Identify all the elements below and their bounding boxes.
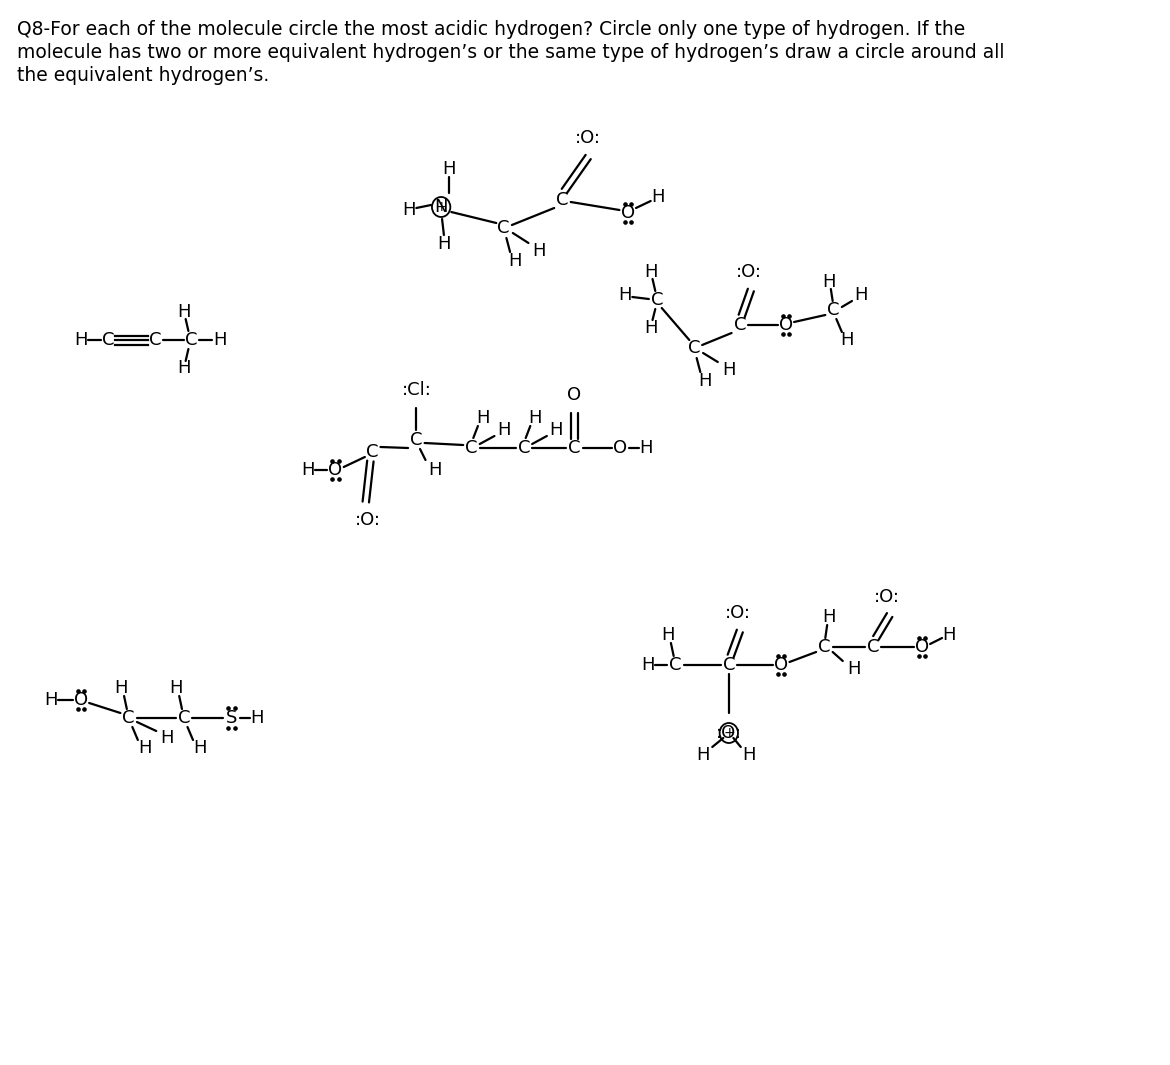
Text: C: C — [366, 443, 378, 461]
Text: C: C — [556, 191, 569, 209]
Text: C: C — [818, 638, 831, 656]
Text: H: H — [854, 286, 868, 304]
Text: C: C — [569, 439, 580, 457]
Text: C: C — [723, 656, 735, 674]
Text: H: H — [250, 709, 264, 727]
Text: C: C — [149, 331, 161, 349]
Text: H: H — [402, 201, 415, 219]
Text: H: H — [698, 372, 711, 390]
Text: H: H — [528, 409, 542, 427]
Text: H: H — [43, 691, 57, 709]
Text: H: H — [213, 331, 227, 349]
Text: H: H — [696, 746, 710, 764]
Text: H: H — [177, 304, 191, 321]
Text: H: H — [170, 679, 184, 697]
Text: H: H — [618, 286, 632, 304]
Text: H: H — [476, 409, 489, 427]
Text: Q8-For each of the molecule circle the most acidic hydrogen? Circle only one typ: Q8-For each of the molecule circle the m… — [16, 20, 965, 39]
Text: H: H — [508, 252, 522, 271]
Text: C: C — [123, 709, 135, 727]
Text: H: H — [847, 660, 861, 678]
Text: H: H — [301, 461, 315, 479]
Text: +: + — [435, 200, 447, 214]
Text: H: H — [138, 739, 152, 757]
Text: C: C — [669, 656, 682, 674]
Text: H: H — [549, 421, 563, 439]
Text: H: H — [722, 361, 736, 379]
Text: H: H — [497, 421, 510, 439]
Text: molecule has two or more equivalent hydrogen’s or the same type of hydrogen’s dr: molecule has two or more equivalent hydr… — [16, 43, 1004, 62]
Text: :O:: :O: — [355, 511, 380, 529]
Text: H: H — [160, 730, 174, 747]
Text: H: H — [823, 608, 835, 626]
Text: H: H — [661, 626, 675, 644]
Text: C: C — [688, 339, 700, 357]
Text: H: H — [532, 242, 545, 260]
Text: H: H — [428, 461, 441, 479]
Text: C: C — [102, 331, 115, 349]
Text: C: C — [827, 301, 840, 320]
Text: O: O — [779, 316, 793, 334]
Text: C: C — [185, 331, 198, 349]
Text: C: C — [651, 291, 663, 309]
Text: O: O — [329, 461, 343, 479]
Text: the equivalent hydrogen’s.: the equivalent hydrogen’s. — [16, 66, 269, 85]
Text: +: + — [723, 726, 735, 740]
Text: O: O — [74, 691, 88, 709]
Text: H: H — [742, 746, 756, 764]
Text: H: H — [644, 263, 658, 281]
Text: :O:: :O: — [716, 724, 742, 742]
Text: :O:: :O: — [736, 263, 762, 281]
Text: S: S — [226, 709, 238, 727]
Text: O: O — [613, 439, 627, 457]
Text: C: C — [867, 638, 880, 656]
Text: O: O — [915, 638, 929, 656]
Text: H: H — [177, 359, 191, 377]
Text: H: H — [438, 235, 450, 253]
Text: C: C — [410, 431, 422, 449]
Text: O: O — [620, 204, 635, 222]
Text: :O:: :O: — [874, 588, 900, 606]
Text: C: C — [466, 439, 477, 457]
Text: H: H — [840, 331, 854, 349]
Text: :Cl:: :Cl: — [401, 381, 432, 399]
Text: :O:: :O: — [725, 604, 751, 622]
Text: H: H — [943, 626, 956, 644]
Text: H: H — [823, 273, 835, 291]
Text: H: H — [652, 189, 665, 206]
Text: N: N — [434, 198, 448, 216]
Text: C: C — [178, 709, 190, 727]
Text: O: O — [567, 386, 581, 404]
Text: C: C — [517, 439, 530, 457]
Text: C: C — [497, 219, 510, 237]
Text: H: H — [115, 679, 128, 697]
Text: C: C — [734, 316, 746, 334]
Text: H: H — [442, 160, 455, 178]
Text: O: O — [775, 656, 789, 674]
Text: H: H — [641, 656, 655, 674]
Text: H: H — [639, 439, 653, 457]
Text: :O:: :O: — [576, 129, 601, 147]
Text: H: H — [74, 331, 88, 349]
Text: H: H — [644, 320, 658, 337]
Text: H: H — [193, 739, 207, 757]
